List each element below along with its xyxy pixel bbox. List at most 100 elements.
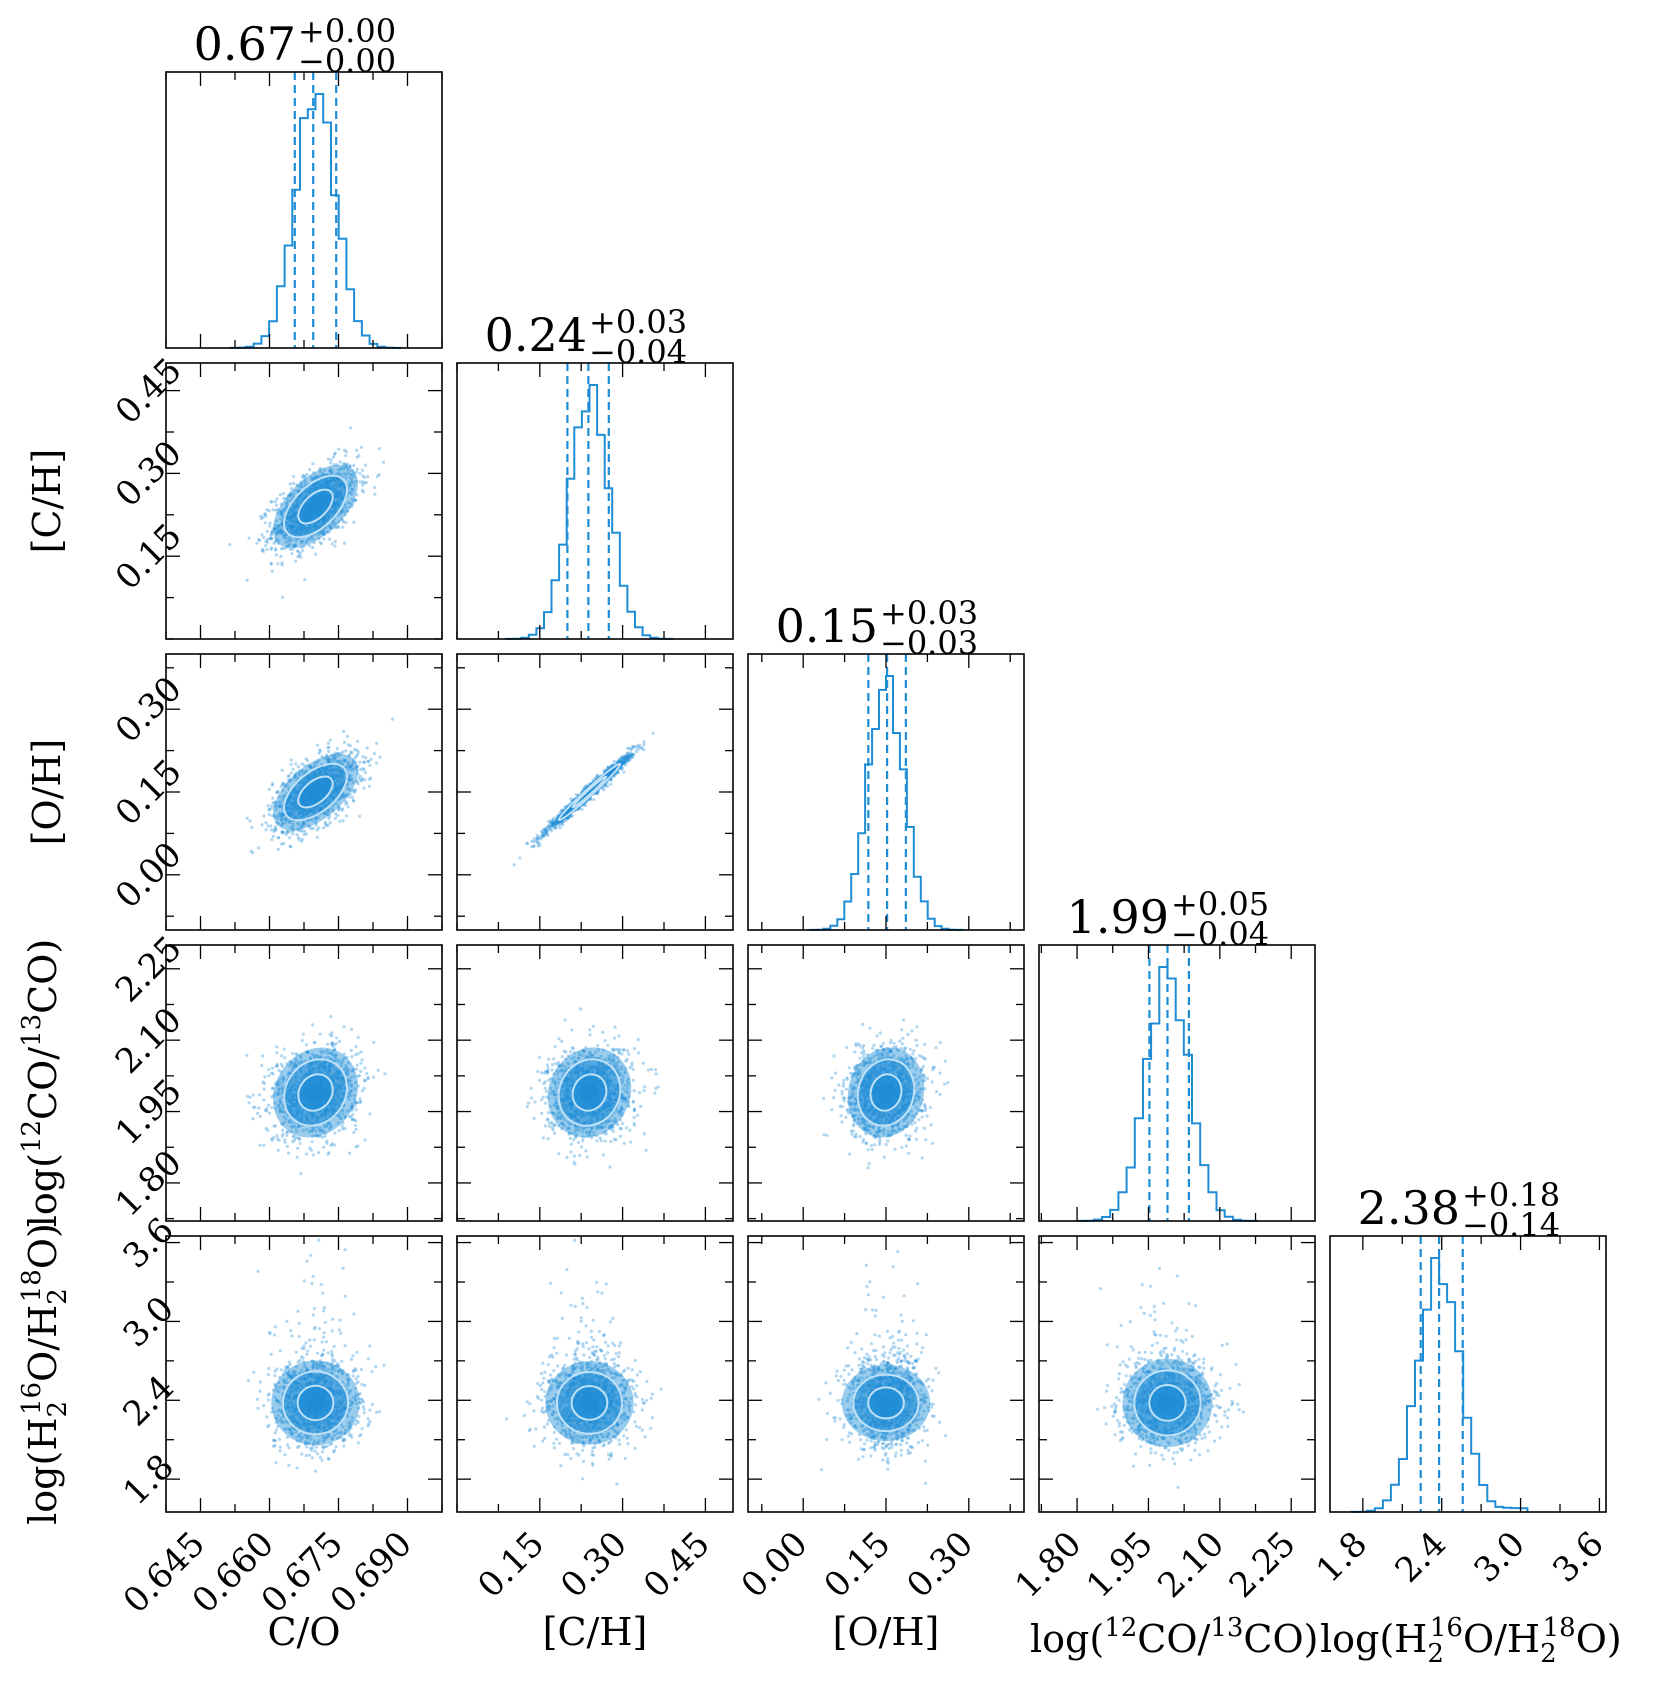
scatter-point bbox=[283, 794, 287, 798]
scatter-point bbox=[280, 829, 284, 834]
scatter-point bbox=[282, 1047, 286, 1051]
scatter-point bbox=[530, 845, 534, 849]
scatter-point bbox=[297, 553, 302, 558]
scatter-point bbox=[330, 1044, 335, 1048]
scatter-point bbox=[274, 519, 278, 523]
scatter-point bbox=[307, 537, 311, 541]
scatter-point bbox=[276, 1082, 280, 1086]
scatter-point bbox=[281, 822, 285, 827]
scatter-point bbox=[259, 514, 263, 518]
scatter-point bbox=[355, 493, 359, 497]
scatter-point bbox=[308, 1056, 312, 1060]
scatter-point bbox=[556, 821, 560, 825]
contour-1 bbox=[297, 775, 334, 809]
scatter-point bbox=[367, 784, 372, 789]
scatter-point bbox=[262, 512, 267, 516]
scatter-point bbox=[621, 757, 625, 761]
scatter-point bbox=[291, 1066, 295, 1070]
scatter-point bbox=[276, 817, 280, 821]
scatter-point bbox=[620, 767, 624, 771]
scatter-point bbox=[594, 776, 598, 780]
scatter-point bbox=[382, 460, 386, 464]
scatter-point bbox=[630, 746, 634, 750]
scatter-point bbox=[356, 772, 360, 776]
scatter-point bbox=[308, 544, 312, 548]
scatter-point bbox=[274, 814, 278, 819]
scatter-point bbox=[625, 757, 629, 761]
scatter-point bbox=[293, 1065, 297, 1069]
scatter-point bbox=[338, 468, 342, 472]
scatter-point bbox=[346, 509, 350, 513]
scatter-point bbox=[361, 767, 365, 771]
scatter-point bbox=[287, 1151, 291, 1155]
scatter-point bbox=[620, 756, 624, 760]
scatter-point bbox=[622, 762, 626, 766]
scatter-point bbox=[620, 765, 625, 770]
scatter-point bbox=[545, 825, 549, 830]
scatter-point bbox=[319, 467, 323, 471]
scatter-point bbox=[320, 472, 324, 476]
scatter-point bbox=[280, 510, 284, 514]
scatter-point bbox=[274, 553, 278, 557]
scatter-point bbox=[330, 1052, 334, 1056]
scatter-point bbox=[330, 1142, 334, 1146]
scatter-point bbox=[348, 483, 352, 488]
scatter-point bbox=[342, 462, 346, 466]
scatter-point bbox=[255, 1111, 260, 1115]
scatter-point bbox=[306, 1051, 310, 1055]
scatter-point bbox=[276, 1137, 280, 1141]
scatter-point bbox=[321, 1130, 325, 1134]
scatter-point bbox=[352, 480, 356, 484]
scatter-point bbox=[294, 778, 298, 782]
scatter-point bbox=[323, 811, 327, 815]
scatter-point bbox=[347, 778, 351, 782]
scatter-point bbox=[623, 757, 627, 761]
scatter-point bbox=[298, 1060, 302, 1065]
scatter-point bbox=[270, 569, 274, 574]
scatter-point bbox=[281, 813, 285, 817]
scatter-point bbox=[367, 759, 371, 764]
scatter-point bbox=[375, 761, 379, 765]
scatter-point bbox=[348, 505, 352, 509]
scatter-point bbox=[352, 463, 356, 468]
scatter-point bbox=[288, 836, 292, 840]
scatter-point bbox=[625, 759, 630, 763]
scatter-point bbox=[280, 511, 284, 515]
scatter-point bbox=[537, 841, 541, 845]
scatter-point bbox=[285, 1133, 289, 1137]
scatter-point bbox=[369, 776, 373, 780]
scatter-point bbox=[278, 1110, 282, 1114]
scatter-point bbox=[287, 780, 291, 784]
scatter-point bbox=[296, 828, 300, 832]
scatter-point bbox=[332, 463, 336, 467]
scatter-point bbox=[623, 757, 628, 761]
scatter-point bbox=[296, 836, 300, 840]
scatter-point bbox=[362, 481, 366, 485]
scatter-point bbox=[278, 523, 282, 527]
scatter-point bbox=[264, 514, 268, 518]
scatter-point bbox=[281, 1122, 285, 1126]
scatter-point bbox=[282, 794, 286, 798]
scatter-point bbox=[291, 832, 295, 836]
scatter-point bbox=[276, 1148, 280, 1152]
scatter-point bbox=[291, 481, 296, 485]
scatter-point bbox=[294, 762, 298, 766]
scatter-point bbox=[345, 509, 349, 513]
scatter-point bbox=[336, 752, 340, 756]
scatter-point bbox=[330, 1042, 334, 1046]
scatter-point bbox=[311, 1153, 315, 1157]
scatter-point bbox=[300, 770, 304, 774]
scatter-point bbox=[289, 758, 293, 762]
scatter-point bbox=[636, 748, 640, 752]
scatter-point bbox=[544, 830, 548, 834]
scatter-point bbox=[543, 828, 548, 832]
scatter-point bbox=[279, 522, 284, 526]
scatter-point bbox=[561, 819, 565, 824]
scatter-point bbox=[314, 552, 318, 556]
scatter-point bbox=[274, 537, 278, 541]
scatter-point bbox=[320, 1051, 324, 1055]
density-level-3 bbox=[306, 783, 325, 801]
scatter-point bbox=[551, 819, 556, 823]
scatter-point bbox=[338, 1114, 342, 1118]
scatter-point bbox=[250, 825, 254, 830]
